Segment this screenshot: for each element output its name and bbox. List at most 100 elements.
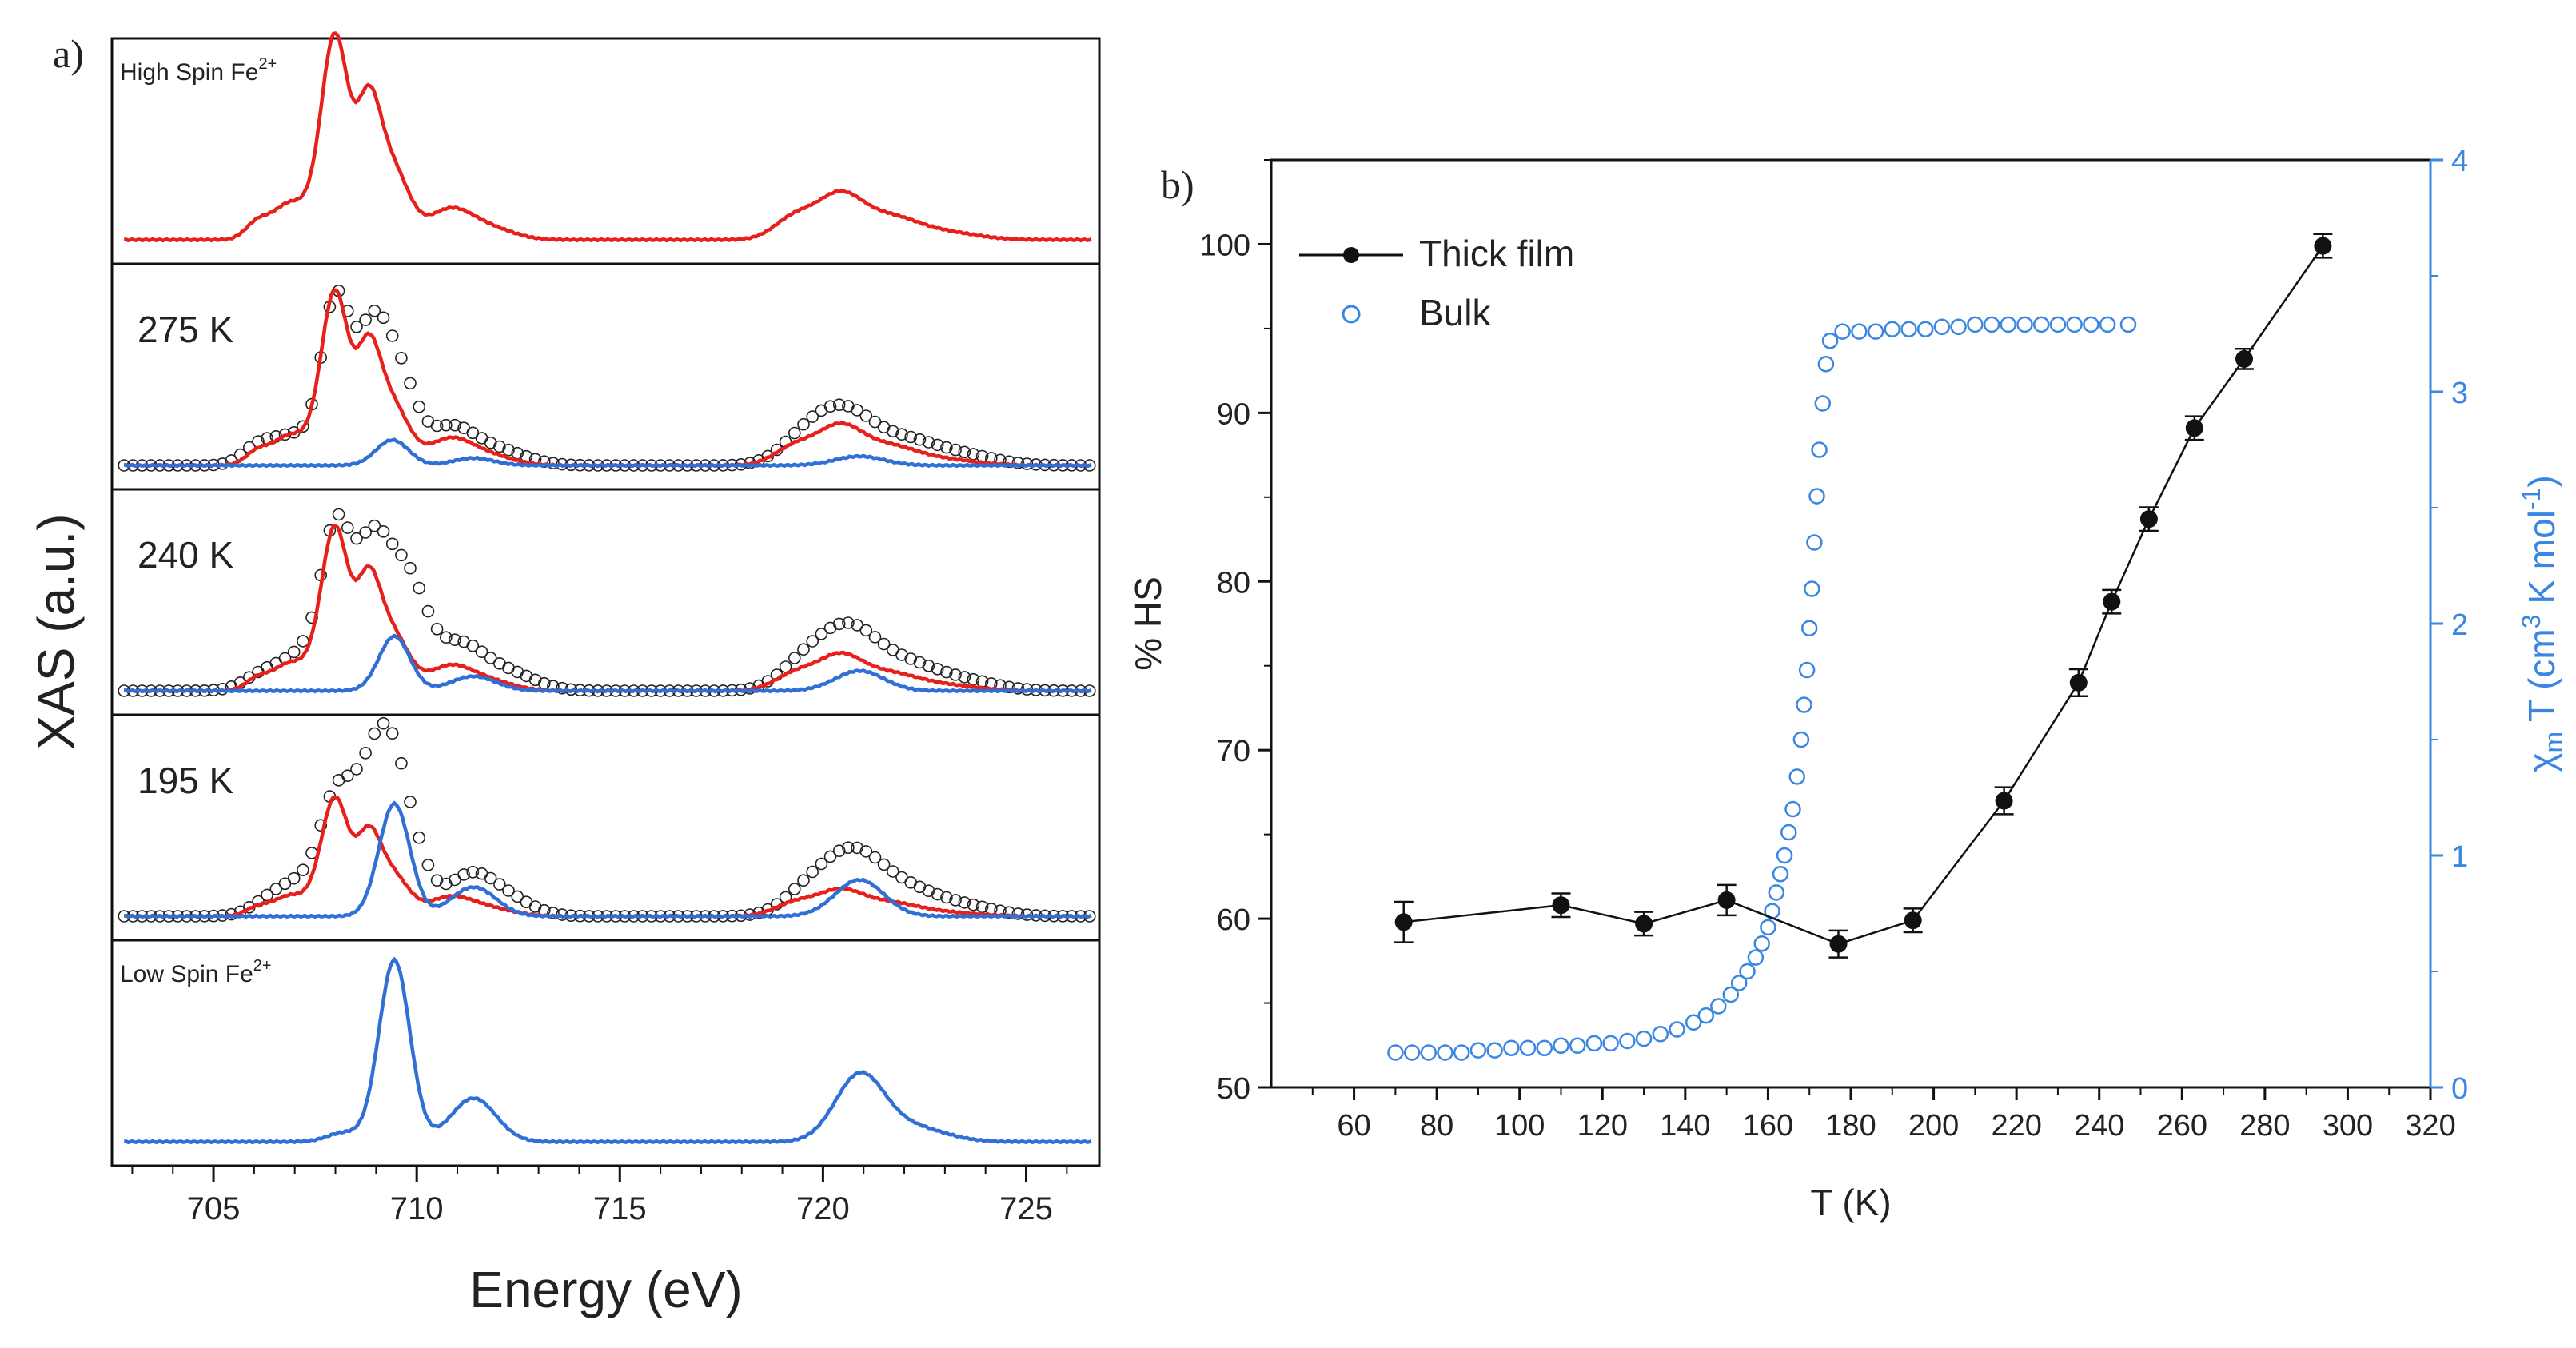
panel-a-xas-spectra: a) XAS (a.u.) Energy (eV) High Spin Fe2+… (27, 31, 1101, 1318)
subpanel-frame (110, 939, 1101, 1167)
bulk-data-point (1635, 1030, 1653, 1047)
exp-data-point (913, 880, 927, 894)
y2-tick-label: 1 (2451, 840, 2468, 874)
subpanel-label: High Spin Fe2+ (120, 55, 277, 86)
subpanel-4: Low Spin Fe2+ (110, 939, 1101, 1167)
exp-data-point (493, 878, 506, 891)
exp-data-point (528, 673, 542, 687)
x-tick-label: 180 (1825, 1109, 1876, 1143)
exp-data-point (413, 831, 426, 844)
exp-data-point (421, 604, 435, 618)
series-line-hs-fraction (124, 795, 1092, 919)
bulk-data-point (1916, 321, 1934, 337)
exp-data-point (404, 796, 417, 808)
bulk-data-point (1900, 321, 1917, 337)
bulk-data-point (1821, 332, 1839, 349)
exp-data-point (806, 410, 819, 423)
bulk-data-point (1685, 1014, 1702, 1031)
exp-data-point (895, 428, 908, 441)
exp-data-point (449, 873, 461, 887)
bulk-data-point (2000, 316, 2017, 333)
exp-data-point (395, 756, 408, 770)
exp-data-point (430, 622, 444, 636)
thick-film-data-point (1829, 935, 1848, 953)
exp-data-point (940, 441, 953, 454)
legend-thick-film-label: Thick film (1419, 233, 1574, 274)
x-tick-label: 220 (1991, 1109, 2041, 1143)
exp-data-point (457, 868, 470, 881)
exp-data-point (1011, 457, 1025, 469)
bulk-data-point (1753, 935, 1770, 952)
exp-data-point (797, 417, 810, 431)
series-line-ls-fraction (124, 437, 1092, 469)
series-line-hs (124, 31, 1092, 243)
x-tick-label: 140 (1660, 1109, 1710, 1143)
thick-film-data-point (2103, 592, 2121, 611)
exp-data-point (958, 671, 971, 684)
exp-data-point (466, 639, 480, 652)
exp-data-point (395, 351, 408, 365)
x-tick-label: 80 (1420, 1109, 1453, 1143)
bulk-data-point (1697, 1007, 1715, 1024)
thick-film-line (1403, 245, 2324, 946)
exp-data-point (395, 548, 408, 562)
exp-data-point (413, 400, 426, 413)
x-tick-label: 260 (2157, 1109, 2207, 1143)
bulk-data-point (1669, 1021, 1685, 1038)
exp-data-point (493, 440, 506, 453)
thick-film-data-point (1552, 896, 1570, 915)
x-tick-label: 710 (390, 1191, 444, 1226)
x-tick-label: 705 (187, 1191, 241, 1226)
subpanel-label: 195 K (138, 760, 234, 801)
exp-data-point (859, 845, 873, 858)
exp-data-point (341, 521, 354, 534)
exp-data-point (1011, 907, 1025, 920)
bulk-data-point (2016, 316, 2033, 333)
exp-data-point (788, 426, 801, 440)
exp-data-point (949, 668, 962, 681)
bulk-data-point (1768, 884, 1785, 901)
exp-data-point (859, 624, 873, 637)
bulk-data-point (1811, 441, 1828, 458)
thick-film-data-point (1635, 915, 1653, 933)
exp-data-point (377, 311, 390, 325)
panel-b-spin-transition: b) 60 80 100 120 140 160 180 200 220 240 260 280 300… (1127, 145, 2568, 1223)
subpanel-1: 275 K (110, 262, 1101, 491)
panel-b-y2label: χm T (cm3 K mol-1) (2517, 475, 2568, 772)
bulk-data-point (1602, 1035, 1619, 1052)
exp-data-point (404, 561, 417, 575)
subpanel-0: High Spin Fe2+ (110, 31, 1101, 265)
exp-data-point (341, 769, 354, 783)
exp-data-point (823, 400, 837, 413)
exp-data-point (466, 426, 480, 440)
thick-film-data-point (1995, 792, 2013, 810)
y2-tick-label: 2 (2451, 608, 2468, 642)
exp-data-point (385, 537, 399, 551)
exp-data-point (297, 420, 309, 433)
subpanel-2: 240 K (110, 488, 1101, 716)
exp-data-point (877, 637, 891, 651)
subpanel-frame (110, 488, 1101, 716)
legend-bulk-label: Bulk (1419, 292, 1491, 333)
legend-thick-film-marker (1343, 247, 1359, 263)
exp-data-point (269, 883, 283, 895)
exp-data-point (350, 532, 363, 545)
subpanel-label: Low Spin Fe2+ (120, 957, 272, 987)
exp-data-point (1003, 455, 1015, 469)
exp-data-point (797, 874, 810, 887)
bulk-data-point (1772, 865, 1789, 883)
exp-data-point (404, 377, 417, 390)
bulk-data-point (1387, 1044, 1404, 1061)
exp-data-point (287, 645, 301, 659)
bulk-data-point (1437, 1044, 1453, 1061)
exp-data-point (413, 581, 426, 595)
exp-data-point (877, 858, 891, 871)
series-line-ls (124, 956, 1092, 1145)
bulk-data-point (1851, 323, 1868, 340)
bulk-data-point (1710, 998, 1727, 1015)
panel-b-label: b) (1161, 162, 1194, 207)
x-tick-label: 120 (1577, 1109, 1628, 1143)
exp-data-point (851, 841, 863, 855)
bulk-data-point (1814, 395, 1832, 412)
bulk-data-point (1983, 316, 2000, 333)
